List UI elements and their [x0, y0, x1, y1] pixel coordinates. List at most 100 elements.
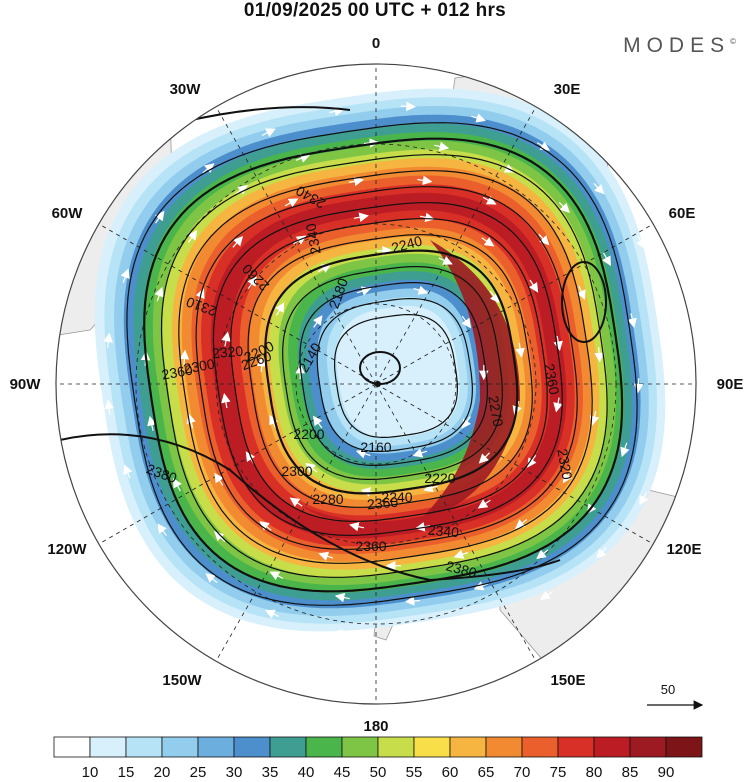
wind-arrow [453, 549, 469, 559]
jet-core-south [300, 500, 470, 530]
wind-arrow [423, 483, 438, 493]
wind-arrow [356, 286, 372, 296]
longitude-label: 120E [666, 541, 701, 558]
longitude-label: 0 [372, 35, 380, 52]
wind-arrow [412, 448, 428, 458]
colorbar-tick-label: 70 [514, 764, 531, 781]
colorbar-swatch [53, 736, 91, 758]
contour-label: 2300 [281, 463, 312, 479]
wind-arrow [602, 252, 611, 267]
wind-arrow [538, 233, 550, 246]
wind-arrow [256, 356, 267, 372]
wind-arrow [471, 113, 486, 123]
colorbar-tick-label: 45 [334, 764, 351, 781]
height-contour [264, 249, 519, 495]
wind-arrow [318, 551, 334, 561]
brand-logo: MODES© [623, 34, 736, 58]
height-contour [195, 186, 578, 550]
wind-arrow [120, 268, 130, 283]
wind-arrow [514, 519, 528, 529]
contour-label: 2360 [160, 361, 194, 382]
wind-arrow [104, 399, 114, 415]
height-contour [178, 170, 593, 564]
wind-speed-shading [94, 88, 666, 632]
longitude-label: 60W [52, 205, 84, 222]
colorbar-tick-label: 55 [406, 764, 423, 781]
colorbar-tick-label: 80 [586, 764, 603, 781]
longitude-label: 150W [162, 672, 202, 689]
longitude-label: 120W [47, 541, 87, 558]
wind-arrow [482, 195, 497, 205]
wind-arrow [481, 237, 495, 247]
wind-arrow [636, 235, 646, 250]
graticule [56, 64, 696, 704]
wind-arrow [147, 415, 157, 431]
wind-arrow [478, 452, 490, 464]
jet-core [420, 240, 520, 520]
wind-arrow [355, 449, 371, 459]
wind-arrow [593, 182, 605, 195]
wind-arrow [633, 378, 644, 394]
height-contours [59, 106, 638, 606]
longitude-label: 30E [554, 81, 581, 98]
wind-arrow [536, 549, 549, 560]
wind-arrow [312, 415, 323, 429]
wind-arrow [179, 349, 190, 365]
wind-arrow [186, 413, 196, 429]
height-contour [316, 298, 474, 452]
colorbar-swatch [557, 736, 595, 758]
colorbar-tick-label: 30 [226, 764, 243, 781]
longitude-label: 30W [170, 81, 202, 98]
contour-label: 2360 [366, 494, 399, 513]
colorbar-swatch [413, 736, 451, 758]
closed-contour-high [561, 261, 607, 343]
contour-label: 2360 [541, 362, 562, 396]
meridian-line [215, 106, 377, 385]
wind-arrow [596, 546, 607, 559]
contour-label: 2240 [381, 489, 412, 505]
colorbar-swatch [521, 736, 559, 758]
longitude-labels: 0 30E 60E 90E 120E 150E 180 150W 120W 90W 60W 30W [10, 35, 744, 735]
height-contour [282, 266, 503, 480]
wind-arrow [576, 285, 586, 300]
wind-arrow [348, 176, 364, 187]
contour-label: 2300 [182, 355, 216, 376]
wind-arrow [154, 210, 165, 224]
wind-arrow [259, 521, 272, 531]
contour-label: 2320 [211, 343, 244, 362]
wind-arrow [553, 335, 563, 351]
colorbar-swatch [89, 736, 127, 758]
colorbar-swatch [161, 736, 199, 758]
colorbar-tick-label: 90 [658, 764, 675, 781]
colorbar-swatch [269, 736, 307, 758]
wind-arrow [202, 163, 215, 174]
contour-label: 2270 [485, 394, 506, 428]
wind-arrow [221, 393, 231, 409]
wind-arrow [305, 462, 318, 473]
colorbar-tick-label: 85 [622, 764, 639, 781]
wind-arrow [187, 230, 198, 243]
height-contour [212, 202, 563, 536]
colorbar: 10 15 20 25 30 35 40 45 50 55 60 65 70 75 80 85 90 [53, 736, 703, 781]
wind-arrow [214, 472, 224, 486]
contour-label: 2360 [355, 538, 386, 554]
wind-arrow [312, 315, 323, 328]
wind-arrow [376, 245, 392, 256]
colorbar-tick-label: 20 [154, 764, 171, 781]
wind-arrow [329, 106, 345, 117]
brand-text: MODES [623, 34, 731, 57]
wind-arrows [103, 101, 683, 642]
colorbar-tick-label: 65 [478, 764, 495, 781]
wind-arrow [489, 290, 500, 304]
south-pole-marker [375, 381, 381, 387]
wind-arrow [289, 497, 303, 507]
longitude-label: 60E [669, 205, 696, 222]
wind-arrow [438, 256, 453, 265]
colorbar-tick-label: 25 [190, 764, 207, 781]
wind-arrow [474, 619, 490, 629]
contour-label: 2240 [390, 232, 424, 256]
map-disk [56, 64, 696, 704]
latitude-circle [295, 303, 457, 465]
chart-title: 01/09/2025 00 UTC + 012 hrs [243, 0, 507, 21]
